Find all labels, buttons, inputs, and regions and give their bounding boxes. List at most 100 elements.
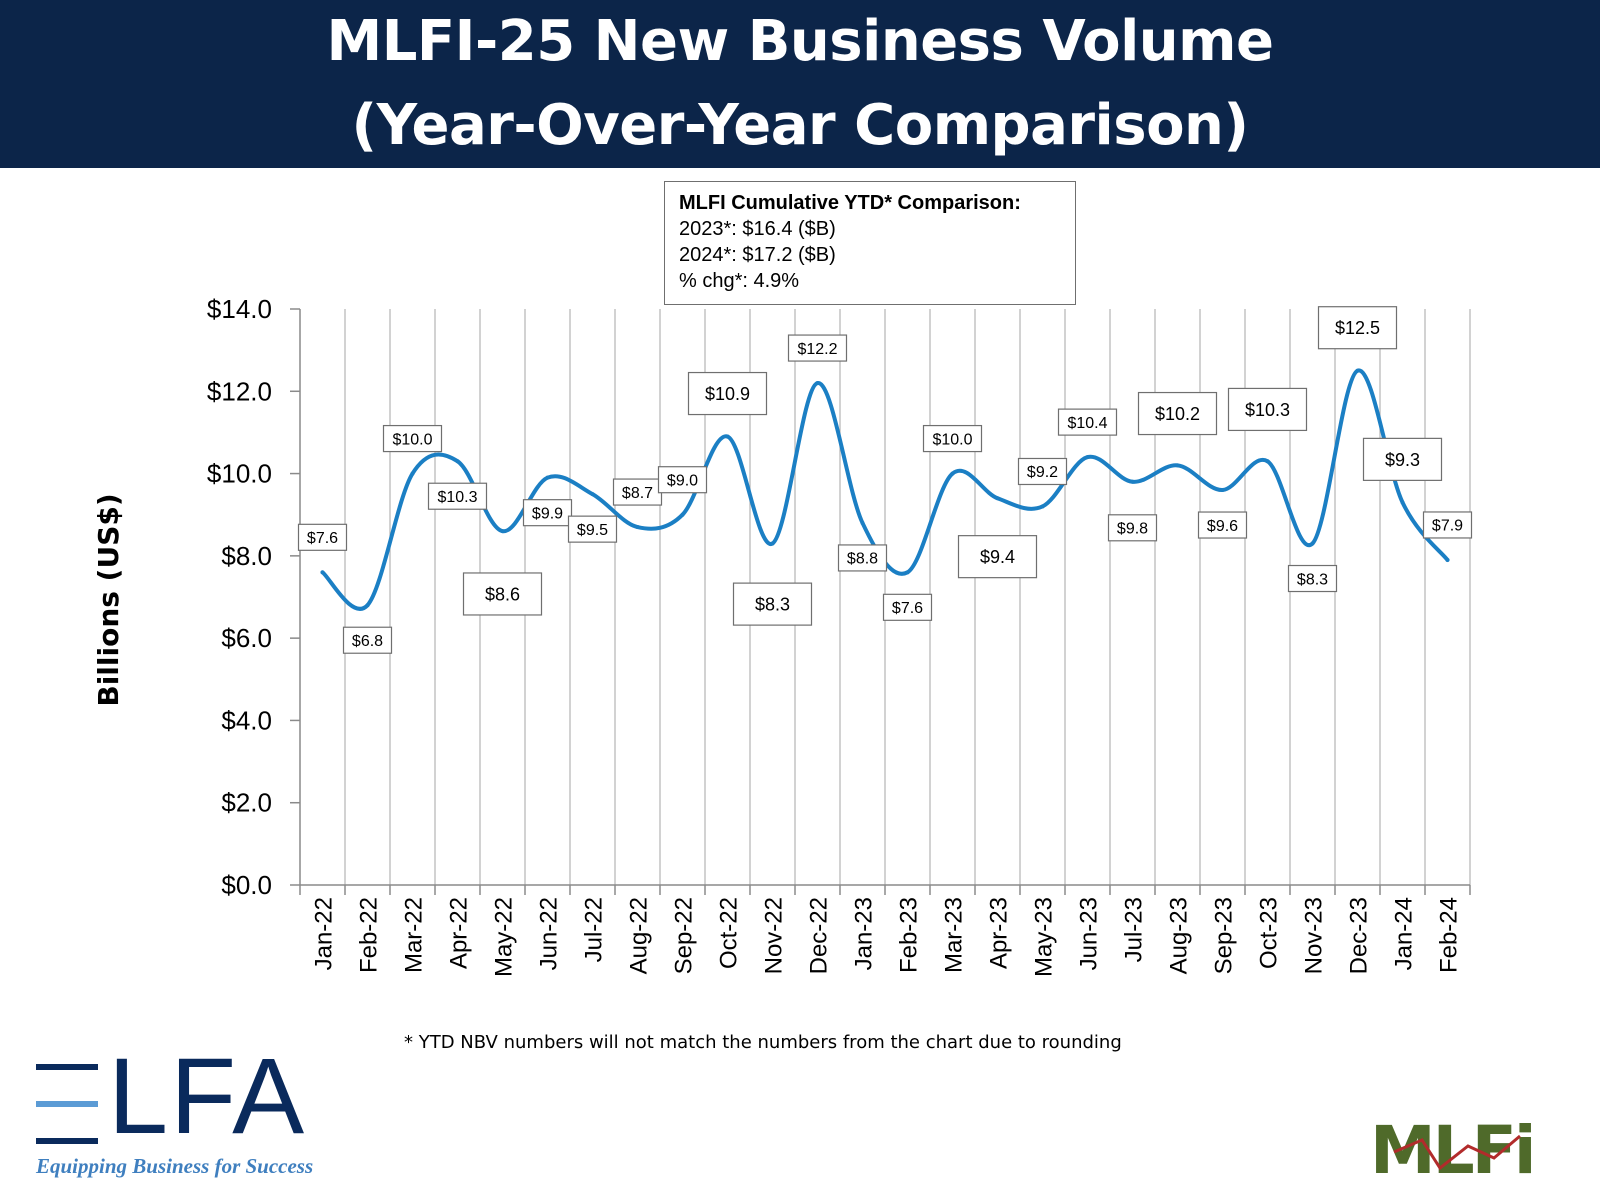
data-label-text: $9.6 [1207,518,1238,535]
data-label: $10.0 [382,424,443,453]
x-tick-label: Feb-23 [896,897,923,973]
x-tick-label: Feb-24 [1436,897,1463,973]
x-tick-label: Apr-23 [986,897,1013,969]
tick-labels: $0.0 $2.0 $4.0 $6.0 $8.0 $10.0 $12.0 $14.0 Jan-2… [207,294,1463,977]
data-label-text: $12.5 [1335,318,1380,338]
y-tick-label: $14.0 [207,294,272,324]
x-tick-label: Jan-22 [311,897,338,970]
data-label-text: $9.3 [1385,450,1420,470]
data-label-box [1362,437,1443,481]
x-tick-label: Oct-23 [1256,897,1283,969]
y-tick-label: $8.0 [221,541,272,571]
data-label-box [342,626,393,654]
data-label: $10.3 [427,482,488,510]
header-banner: MLFI-25 New Business Volume (Year-Over-Y… [0,0,1600,168]
data-label-box [787,334,848,362]
data-point [500,529,505,534]
data-label-box [1137,391,1218,436]
y-tick-label: $4.0 [221,705,272,735]
data-label: $7.6 [297,523,348,551]
x-tick-label: Aug-22 [626,897,653,974]
data-label-box [732,582,813,626]
data-label-box [382,424,443,453]
data-label-text: $10.9 [705,384,750,404]
data-label-text: $7.9 [1432,518,1463,535]
data-point [455,459,460,464]
data-label: $8.8 [837,544,888,572]
y-tick-label: $10.0 [207,459,272,489]
data-label-text: $10.2 [1155,404,1200,424]
x-tick-label: Jul-22 [581,897,608,962]
data-label: $8.6 [462,572,543,616]
data-label-box [1197,511,1248,539]
data-label-box [882,593,933,621]
data-point [1175,463,1180,468]
data-label: $10.4 [1057,408,1118,436]
mlfi-trend-line-icon [1393,1134,1521,1171]
data-label-box [297,523,348,551]
x-tick-label: Mar-23 [941,897,968,973]
footnote: * YTD NBV numbers will not match the num… [404,1032,1122,1053]
data-label-box [687,371,768,416]
data-label-box [462,572,543,616]
data-point [770,541,775,546]
data-point [545,475,550,480]
ytd-box-title: MLFI Cumulative YTD* Comparison: [679,192,1021,214]
x-tick-label: Jan-23 [851,897,878,970]
data-label-text: $9.2 [1027,464,1058,481]
data-label-box [522,499,573,527]
x-tick-label: Feb-22 [356,897,383,973]
data-point [1265,459,1270,464]
data-label-box [1017,457,1068,486]
y-tick-label: $6.0 [221,623,272,653]
x-tick-label: Mar-22 [401,897,428,973]
data-label-box [1227,387,1308,432]
data-label-text: $9.8 [1117,521,1148,538]
ytd-comparison-box: MLFI Cumulative YTD* Comparison: 2023*: … [664,181,1076,305]
elfa-tagline: Equipping Business for Success [36,1154,314,1178]
data-label-box [567,515,618,543]
data-point [1085,455,1090,460]
data-point [995,496,1000,501]
x-tick-label: May-22 [491,897,518,977]
data-label: $9.2 [1017,457,1068,486]
x-tick-label: Aug-23 [1166,897,1193,974]
elfa-wordmark-text: LFA [108,1035,307,1156]
data-point [1445,557,1450,562]
x-tick-label: Nov-23 [1301,897,1328,974]
elfa-wordmark: LFA [36,1035,307,1156]
data-label-text: $10.0 [932,431,972,448]
data-point [680,512,685,517]
x-tick-label: Apr-22 [446,897,473,969]
axes [290,308,1471,895]
data-point [905,570,910,575]
elfa-e-stripes-icon [36,1060,98,1148]
data-point [590,492,595,497]
data-label-text: $7.6 [892,600,923,617]
chart-title-line-2: (Year-Over-Year Comparison) [351,93,1249,158]
ytd-2024-line: 2024*: $17.2 ($B) [679,244,836,266]
data-label-text: $9.0 [667,472,698,489]
data-label-text: $12.2 [797,341,837,358]
data-label: $7.9 [1422,511,1473,539]
data-label-box [1422,511,1473,539]
data-label-text: $10.3 [437,489,477,506]
data-point [815,381,820,386]
data-point [950,471,955,476]
data-label: $9.4 [957,535,1038,579]
data-label-text: $7.6 [307,530,338,547]
data-label: $9.9 [522,499,573,527]
data-label: $7.6 [882,593,933,621]
data-point [320,570,325,575]
data-label-box [1107,514,1158,542]
data-label-box [1317,306,1398,350]
data-point [365,603,370,608]
line-chart: $7.6 $6.8 $10.0 $10.3 $8.6 $9.9 $9.5 $8.7 $9.0 $1… [92,294,1473,977]
x-tick-label: Dec-22 [806,897,833,974]
x-tick-label: Sep-22 [671,897,698,974]
data-label-box [612,478,663,506]
data-label-text: $10.4 [1067,415,1107,432]
data-label: $9.8 [1107,514,1158,542]
x-tick-label: Jul-23 [1121,897,1148,962]
data-label-box [657,466,708,494]
